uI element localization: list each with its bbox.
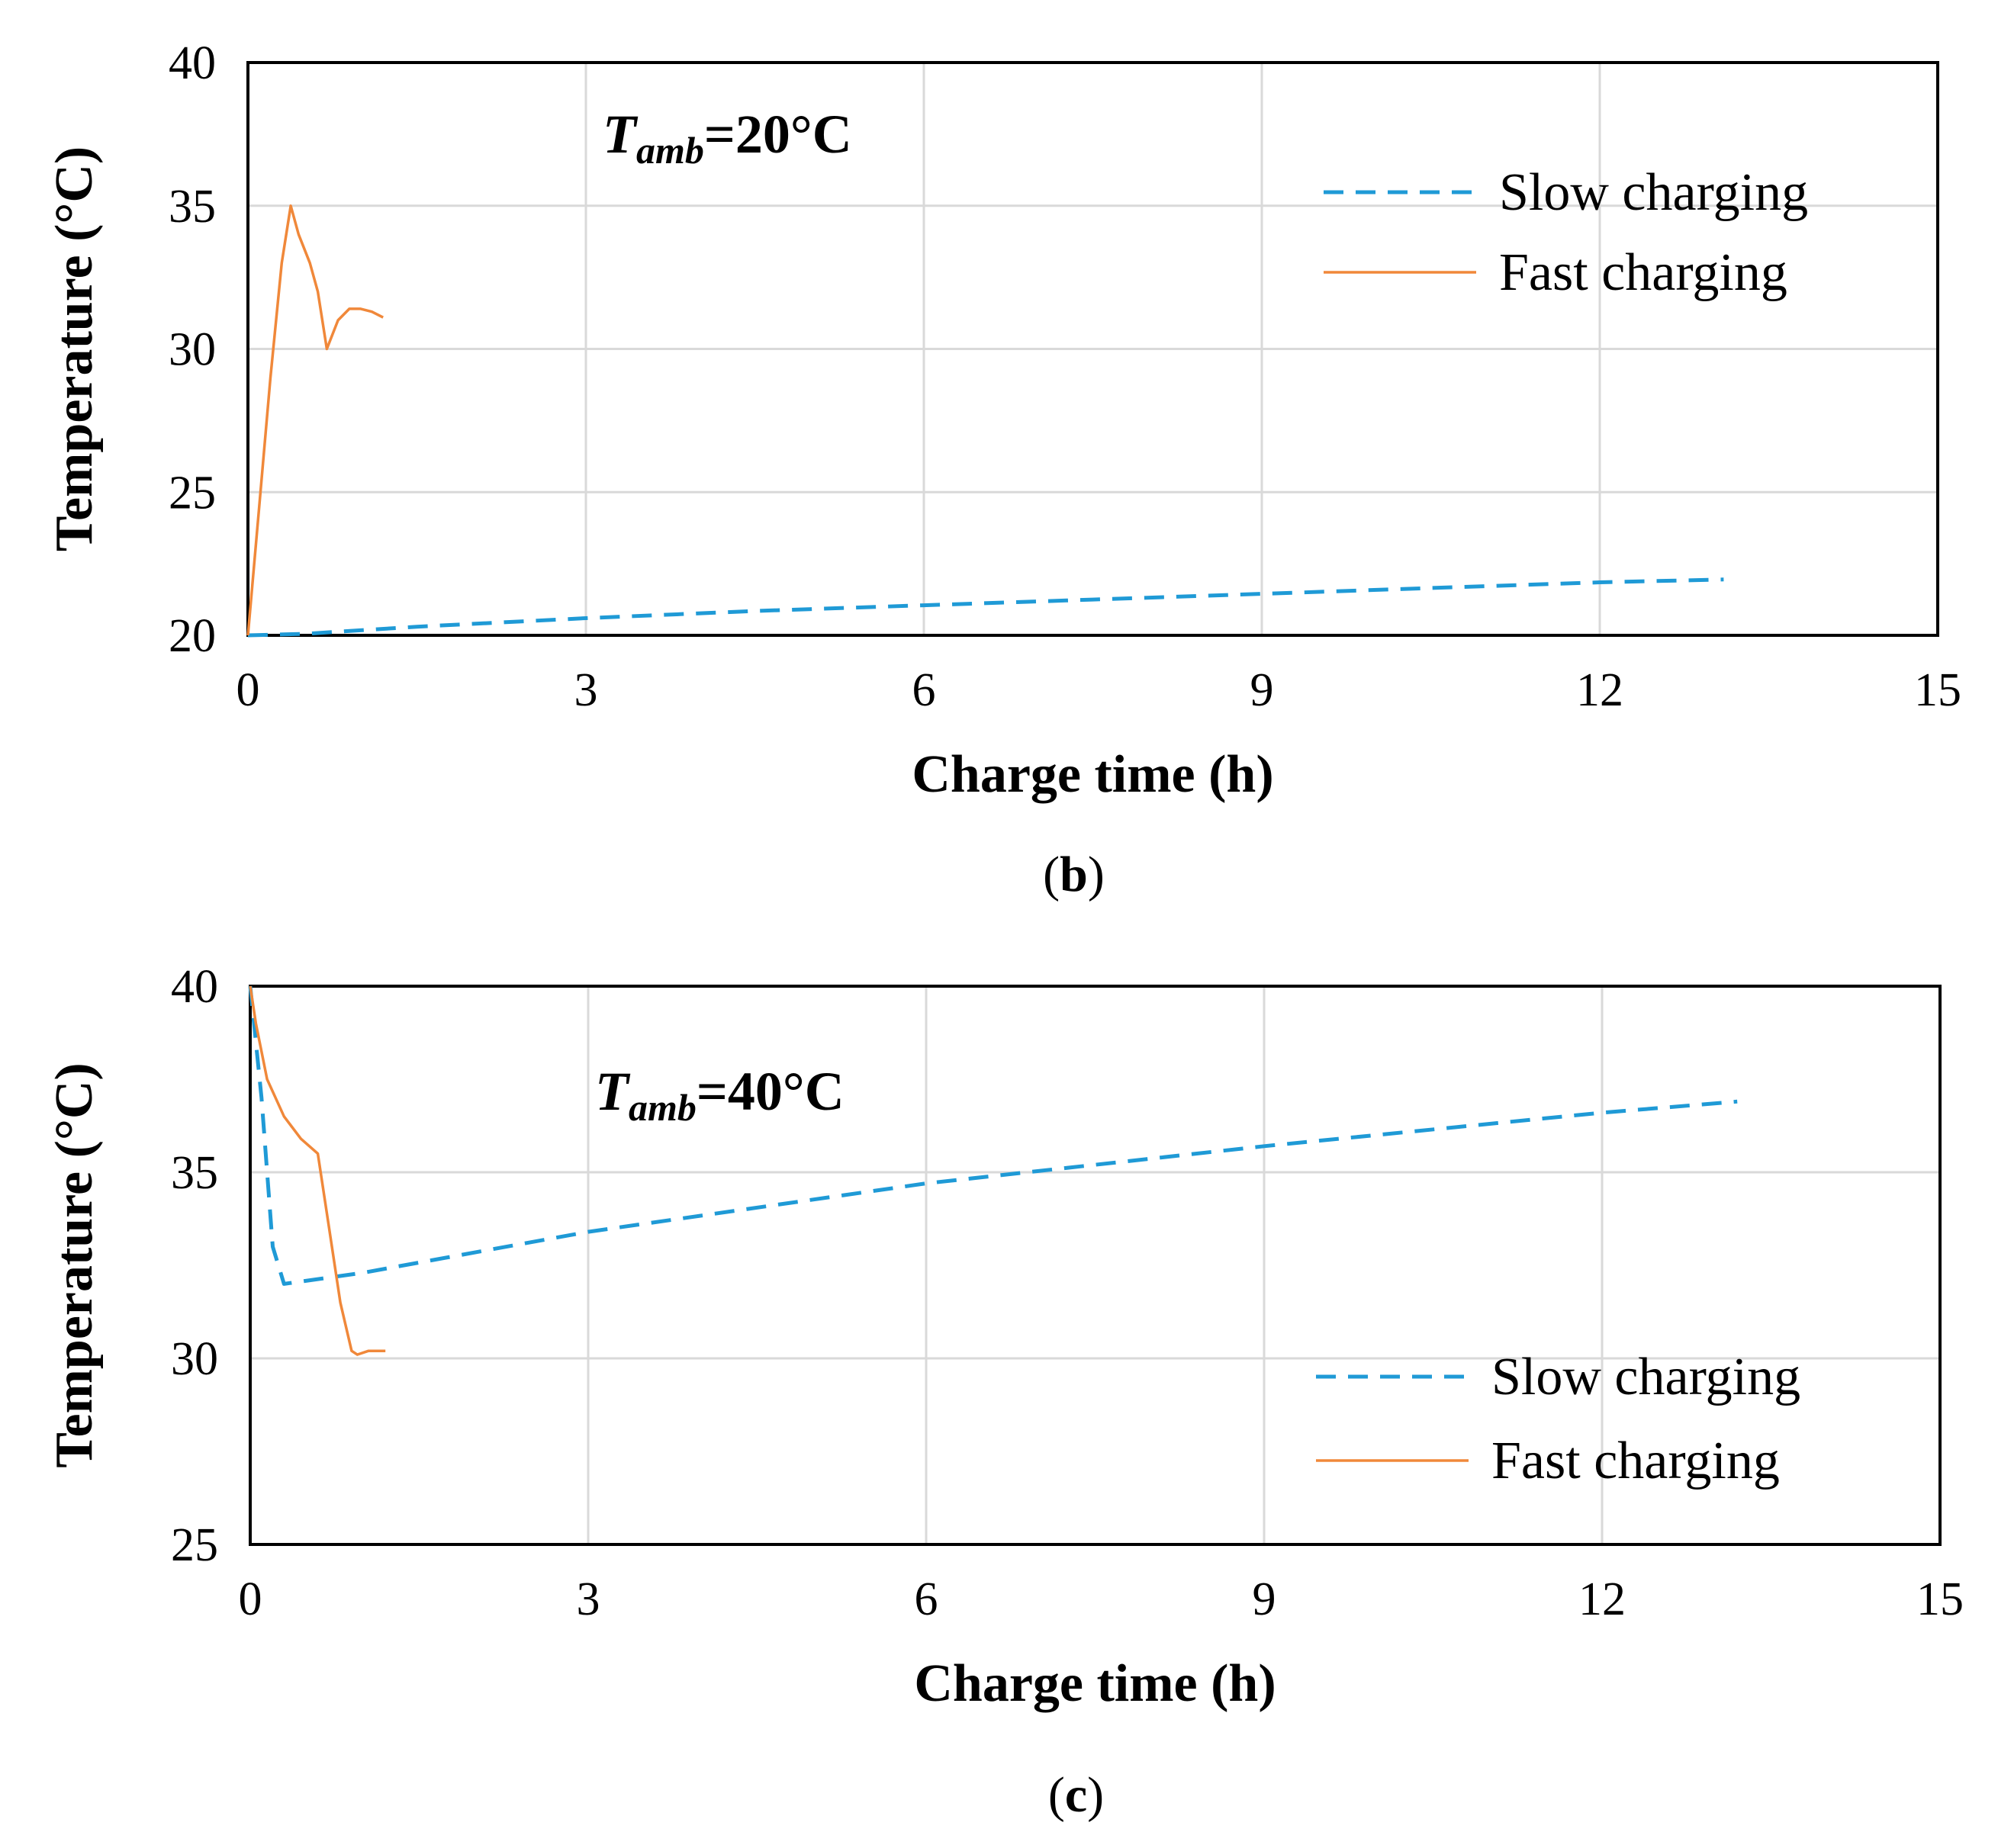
x-axis-title: Charge time (h)	[912, 745, 1273, 804]
y-tick-label: 35	[169, 181, 216, 233]
y-tick-label: 40	[171, 961, 218, 1013]
series-line-slow-charging	[248, 985, 1738, 1286]
x-tick-label: 15	[1916, 1573, 1964, 1625]
series-line-fast-charging	[249, 985, 386, 1356]
x-axis-title: Charge time (h)	[914, 1654, 1276, 1713]
x-tick-label: 0	[236, 664, 260, 716]
legend-label: Fast charging	[1499, 243, 1787, 302]
plot-frame	[249, 985, 1942, 1546]
y-tick-label: 30	[169, 324, 216, 376]
x-tick-label: 3	[574, 664, 598, 716]
legend-label: Slow charging	[1499, 163, 1808, 222]
legend-label: Slow charging	[1491, 1348, 1800, 1406]
legend-label: Fast charging	[1491, 1432, 1780, 1490]
series-line-slow-charging	[247, 577, 1724, 638]
y-tick-label: 25	[169, 467, 216, 519]
y-tick-label: 25	[171, 1519, 218, 1571]
x-tick-label: 3	[577, 1573, 600, 1625]
y-tick-label: 20	[169, 610, 216, 662]
plot-area	[250, 986, 1940, 1544]
x-tick-label: 6	[915, 1573, 938, 1625]
panel-caption: (c)	[1048, 1767, 1104, 1823]
y-tick-label: 35	[171, 1147, 218, 1199]
x-tick-label: 15	[1914, 664, 1961, 716]
series-line-fast-charging	[246, 204, 384, 636]
y-axis-title: Temperature (°C)	[45, 1062, 104, 1468]
y-tick-label: 30	[171, 1333, 218, 1385]
ambient-temperature-annotation: Tamb=20°C	[603, 104, 852, 172]
panel-caption: (b)	[1043, 847, 1105, 902]
x-tick-label: 9	[1253, 1573, 1276, 1625]
x-tick-label: 6	[912, 664, 936, 716]
x-tick-label: 12	[1576, 664, 1623, 716]
chart-panel-c: 0 3 6 9 12 15 25 30 35 40 Charge time (h) Temperatu…	[45, 961, 1964, 1823]
y-tick-label: 40	[169, 37, 216, 89]
x-tick-label: 12	[1578, 1573, 1626, 1625]
x-tick-label: 9	[1250, 664, 1274, 716]
x-tick-label: 0	[239, 1573, 262, 1625]
plot-frame	[246, 61, 1939, 637]
ambient-temperature-annotation: Tamb=40°C	[595, 1061, 845, 1129]
chart-panel-b: 0 3 6 9 12 15 20 25 30 35 40 Charge time (h) Tempera…	[45, 37, 1961, 902]
y-axis-title: Temperature (°C)	[45, 146, 104, 552]
